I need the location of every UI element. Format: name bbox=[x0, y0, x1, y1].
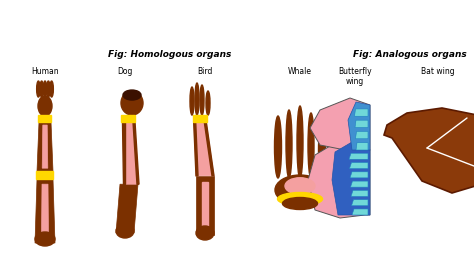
Text: Human: Human bbox=[31, 67, 59, 76]
Ellipse shape bbox=[123, 90, 141, 100]
Ellipse shape bbox=[35, 232, 55, 246]
Bar bbox=[38, 115, 52, 122]
Ellipse shape bbox=[46, 81, 50, 97]
Polygon shape bbox=[196, 176, 214, 235]
Polygon shape bbox=[122, 122, 125, 184]
Ellipse shape bbox=[275, 175, 325, 205]
Text: Whale: Whale bbox=[288, 67, 312, 76]
Text: Bat wing: Bat wing bbox=[421, 67, 455, 76]
Polygon shape bbox=[194, 122, 198, 176]
Ellipse shape bbox=[286, 110, 292, 178]
Text: Fig: Analogous organs: Fig: Analogous organs bbox=[353, 50, 467, 59]
Polygon shape bbox=[350, 172, 368, 178]
Polygon shape bbox=[35, 179, 55, 243]
Text: Butterfly
wing: Butterfly wing bbox=[338, 67, 372, 86]
Polygon shape bbox=[194, 122, 214, 176]
Polygon shape bbox=[133, 122, 139, 184]
Polygon shape bbox=[308, 140, 370, 218]
Polygon shape bbox=[310, 98, 370, 150]
Polygon shape bbox=[355, 109, 368, 116]
Polygon shape bbox=[37, 122, 53, 171]
Ellipse shape bbox=[200, 85, 204, 115]
Ellipse shape bbox=[43, 81, 47, 97]
Ellipse shape bbox=[283, 197, 318, 210]
Polygon shape bbox=[348, 102, 370, 150]
Ellipse shape bbox=[308, 113, 314, 178]
Ellipse shape bbox=[121, 91, 143, 115]
Ellipse shape bbox=[285, 178, 315, 194]
Polygon shape bbox=[332, 142, 370, 215]
Ellipse shape bbox=[195, 83, 199, 115]
Text: Bird: Bird bbox=[197, 67, 213, 76]
Bar bbox=[202, 182, 208, 227]
Ellipse shape bbox=[196, 226, 214, 240]
Bar bbox=[36, 171, 54, 179]
Text: Dog: Dog bbox=[117, 67, 133, 76]
Ellipse shape bbox=[274, 116, 282, 178]
Polygon shape bbox=[351, 190, 368, 196]
Ellipse shape bbox=[206, 91, 210, 115]
Polygon shape bbox=[384, 108, 474, 193]
Bar bbox=[193, 115, 207, 122]
Ellipse shape bbox=[319, 123, 326, 178]
Ellipse shape bbox=[116, 224, 134, 238]
Ellipse shape bbox=[38, 96, 52, 116]
Ellipse shape bbox=[297, 106, 303, 178]
Text: Fig: Homologous organs: Fig: Homologous organs bbox=[109, 50, 232, 59]
Ellipse shape bbox=[36, 81, 40, 97]
Polygon shape bbox=[352, 209, 368, 215]
Bar bbox=[121, 115, 135, 122]
Polygon shape bbox=[356, 143, 368, 150]
Polygon shape bbox=[204, 122, 214, 176]
Polygon shape bbox=[350, 181, 368, 187]
Polygon shape bbox=[116, 184, 138, 233]
Polygon shape bbox=[42, 184, 48, 238]
Ellipse shape bbox=[190, 87, 194, 115]
Polygon shape bbox=[125, 122, 137, 184]
Polygon shape bbox=[356, 131, 368, 139]
Polygon shape bbox=[349, 153, 368, 159]
Polygon shape bbox=[42, 125, 48, 168]
Ellipse shape bbox=[40, 81, 44, 97]
Ellipse shape bbox=[50, 81, 54, 97]
Polygon shape bbox=[349, 162, 368, 169]
Polygon shape bbox=[355, 120, 368, 127]
Ellipse shape bbox=[277, 192, 322, 205]
Polygon shape bbox=[352, 200, 368, 206]
